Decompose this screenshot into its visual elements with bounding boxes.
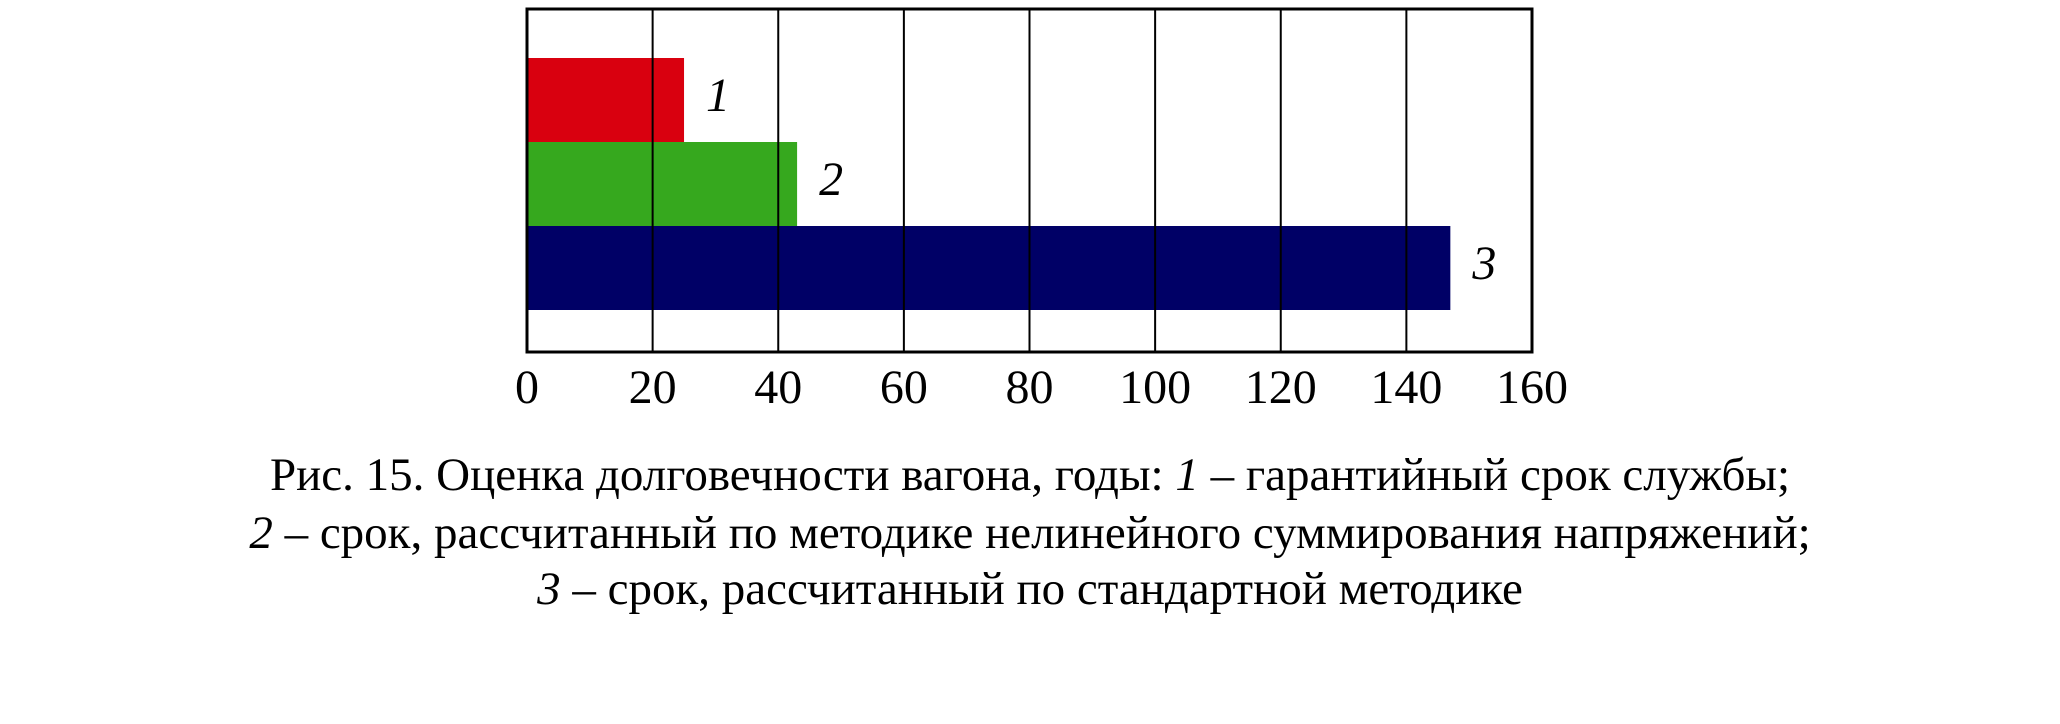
caption-text: 2 (249, 507, 273, 559)
x-tick-label: 120 (1245, 361, 1317, 414)
caption-text: – гарантийный срок службы; (1198, 449, 1790, 501)
x-tick-label: 60 (880, 361, 928, 414)
caption-line: 2 – срок, рассчитанный по методике нелин… (0, 505, 2060, 561)
x-tick-label: 20 (629, 361, 677, 414)
bar-label: 1 (706, 69, 730, 122)
caption-line: 3 – срок, рассчитанный по стандартной ме… (0, 561, 2060, 617)
bar (527, 142, 798, 226)
bar-label: 2 (819, 153, 843, 206)
x-tick-label: 40 (754, 361, 802, 414)
bar (527, 58, 685, 142)
plot-frame (525, 7, 1534, 354)
caption-text: Рис. 15. Оценка долговечности вагона, го… (270, 449, 1176, 501)
x-tick-label: 100 (1119, 361, 1191, 414)
bar (527, 226, 1451, 310)
caption-text: – срок, рассчитанный по стандартной мето… (560, 563, 1523, 615)
caption-line: Рис. 15. Оценка долговечности вагона, го… (0, 447, 2060, 503)
x-tick-label: 160 (1496, 361, 1568, 414)
caption-text: 3 (537, 563, 561, 615)
caption-text: – срок, рассчитанный по методике нелиней… (272, 507, 1811, 559)
x-tick-label: 80 (1006, 361, 1054, 414)
bar-label: 3 (1471, 237, 1496, 290)
x-tick-label: 140 (1370, 361, 1442, 414)
caption-text: 1 (1175, 449, 1199, 501)
x-tick-label: 0 (515, 361, 539, 414)
